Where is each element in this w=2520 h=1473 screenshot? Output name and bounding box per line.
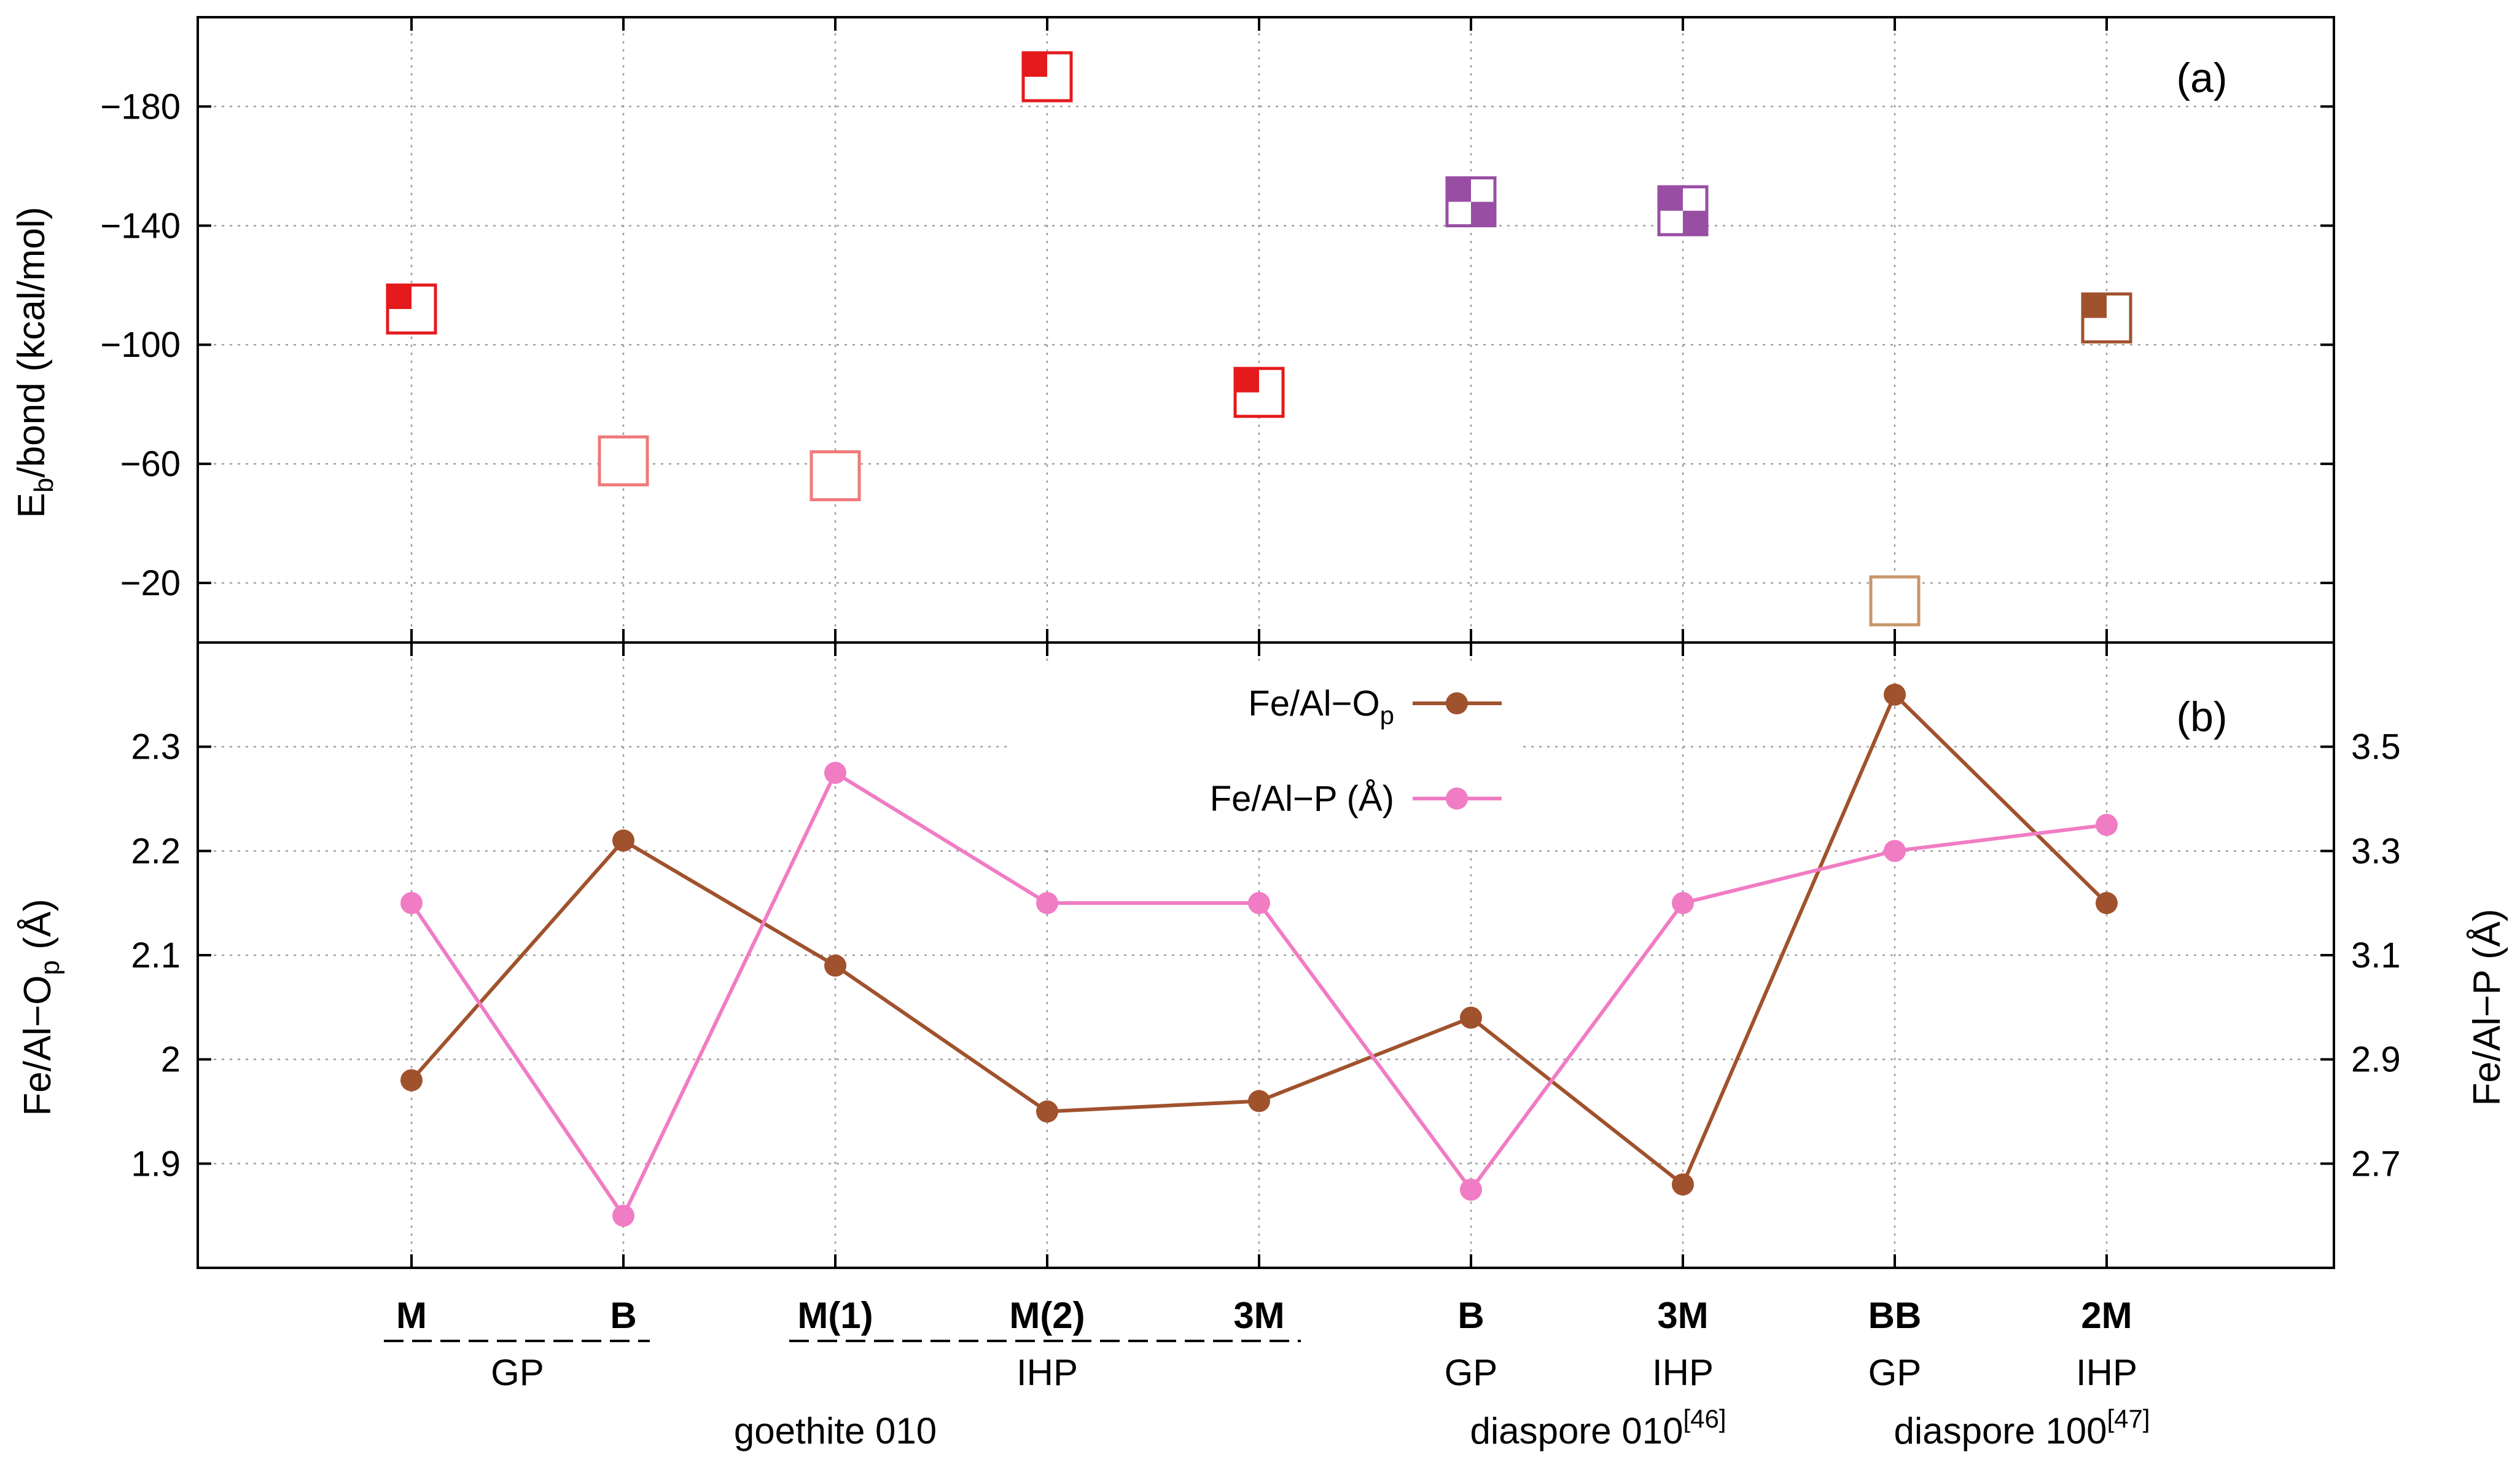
series-point-fe-al-p (2096, 813, 2118, 836)
panel-a-y-tick-label: −60 (120, 444, 181, 484)
category-label: M(1) (797, 1295, 873, 1336)
series-point-fe-al-op (1036, 1100, 1058, 1123)
series-point-fe-al-op (1884, 683, 1906, 706)
panel-b-right-y-tick-label: 3.5 (2351, 727, 2401, 767)
energy-point-square (598, 435, 649, 486)
panel-b-label: (b) (2176, 694, 2227, 740)
legend: Fe/Al−Op Fe/Al−P (Å) (1210, 684, 1502, 819)
panel-a-y-tick-label: −100 (100, 325, 181, 365)
panel-b-right-y-tick-label: 3.3 (2351, 831, 2401, 871)
panel-a-energy-chart: −180 −140 −100 −60 −20 (a) Eb/bond (kcal/mol… (10, 17, 2334, 643)
series-point-fe-al-p (1248, 892, 1270, 915)
series-point-fe-al-p (400, 892, 423, 915)
category-label: 2M (2081, 1295, 2132, 1336)
group-label: diaspore 010[46] (1470, 1404, 1726, 1452)
series-point-fe-al-op (824, 954, 846, 977)
category-label: B (610, 1295, 636, 1336)
group-label: diaspore 100[47] (1894, 1404, 2150, 1452)
panel-b-lines (400, 683, 2118, 1227)
panel-b-left-y-tick-label: 2.2 (131, 831, 181, 871)
category-sublabel: GP (491, 1352, 544, 1393)
legend-label-fe-al-op: Fe/Al−Op (1248, 684, 1394, 730)
energy-point-fill (1235, 368, 1259, 393)
energy-point-fill (388, 285, 412, 310)
category-sublabel: GP (1445, 1352, 1498, 1393)
panel-a-frame (197, 16, 2335, 644)
legend-marker-fe-al-p (1446, 787, 1468, 810)
category-labels: M B M(1) M(2) 3M B 3M BB 2M (396, 1295, 2132, 1336)
panel-a-y-tick-label: −140 (100, 206, 181, 246)
category-label: 3M (1233, 1295, 1284, 1336)
panel-b-left-y-tick-label: 2.3 (131, 727, 181, 767)
panel-b-frame (197, 641, 2335, 1269)
energy-point (1869, 575, 1921, 627)
series-point-fe-al-op (1672, 1173, 1694, 1196)
energy-point-fill (1683, 211, 1707, 235)
series-point-fe-al-op (1460, 1006, 1482, 1029)
group-labels: goethite 010 diaspore 010[46] diaspore 100… (734, 1404, 2150, 1452)
series-point-fe-al-p (1884, 840, 1906, 862)
category-label: B (1457, 1295, 1484, 1336)
panel-b-right-y-tick-label: 3.1 (2351, 936, 2401, 975)
panel-b-left-y-axis-label: Fe/Al−Op (Å) (17, 899, 65, 1116)
legend-label-fe-al-p: Fe/Al−P (Å) (1210, 779, 1394, 819)
energy-point-fill (1447, 178, 1471, 202)
energy-point (598, 435, 649, 486)
panel-b-left-y-tick-label: 2.1 (131, 936, 181, 975)
energy-point (1445, 176, 1497, 228)
category-sublabel: IHP (1016, 1352, 1078, 1393)
energy-point (809, 450, 861, 502)
category-sublabel: IHP (1652, 1352, 1714, 1393)
energy-point-fill (1023, 52, 1047, 77)
panel-b-ticks: 2.3 2.2 2.1 2 1.9 3.5 3.3 3.1 2.9 2.7 (131, 643, 2401, 1268)
category-label: M(2) (1009, 1295, 1085, 1336)
series-point-fe-al-p (1460, 1178, 1482, 1201)
legend-marker-fe-al-op (1446, 692, 1468, 714)
legend-background (1007, 663, 1523, 848)
series-point-fe-al-p (1672, 892, 1694, 915)
energy-point (2081, 292, 2132, 344)
panel-a-label: (a) (2176, 55, 2227, 101)
energy-point-fill (2083, 294, 2107, 318)
series-point-fe-al-op (400, 1069, 423, 1092)
energy-point-square (1869, 575, 1921, 627)
panel-a-ticks: −180 −140 −100 −60 −20 (100, 17, 2334, 643)
series-point-fe-al-p (612, 1205, 634, 1227)
group-label: goethite 010 (734, 1410, 937, 1452)
panel-a-points (386, 51, 2132, 627)
series-point-fe-al-op (1248, 1090, 1270, 1112)
panel-b-right-y-axis-label: Fe/Al−P (Å) (2466, 908, 2508, 1106)
series-point-fe-al-op (2096, 892, 2118, 915)
panel-b-right-y-tick-label: 2.7 (2351, 1144, 2401, 1184)
panel-a-y-tick-label: −180 (100, 87, 181, 127)
energy-point (1657, 185, 1709, 236)
panel-a-grid (198, 17, 2334, 643)
energy-point (1233, 367, 1285, 418)
panel-a-y-axis-label: Eb/bond (kcal/mol) (10, 207, 59, 518)
series-point-fe-al-p (824, 762, 846, 784)
series-point-fe-al-op (612, 829, 634, 852)
panel-b-left-y-tick-label: 1.9 (131, 1144, 181, 1184)
panel-b-distance-chart: 2.3 2.2 2.1 2 1.9 3.5 3.3 3.1 2.9 2.7 (b) Fe/Al−O… (17, 643, 2508, 1268)
category-label: 3M (1657, 1295, 1708, 1336)
series-point-fe-al-p (1036, 892, 1058, 915)
category-axis: M B M(1) M(2) 3M B 3M BB 2M GP IHP GP IHP GP IHP goet… (384, 1295, 2150, 1452)
category-sublabel: IHP (2076, 1352, 2137, 1393)
panel-b-left-y-tick-label: 2 (161, 1040, 181, 1080)
energy-point (1021, 51, 1073, 103)
panel-a-y-tick-label: −20 (120, 563, 181, 603)
energy-point-fill (1659, 187, 1683, 211)
energy-point (386, 283, 437, 335)
category-sublabel: GP (1868, 1352, 1922, 1393)
category-label: BB (1868, 1295, 1922, 1336)
energy-point-square (809, 450, 861, 502)
category-label: M (396, 1295, 427, 1336)
category-sublabels: GP IHP GP IHP GP IHP (491, 1352, 2137, 1393)
energy-point-fill (1471, 201, 1495, 226)
panel-b-right-y-tick-label: 2.9 (2351, 1040, 2401, 1080)
